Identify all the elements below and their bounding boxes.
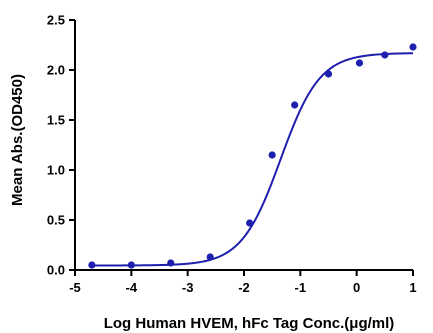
data-point — [291, 101, 299, 109]
data-point — [127, 261, 135, 269]
y-tick-label: 2.0 — [47, 63, 65, 78]
data-point — [268, 151, 276, 159]
y-tick-label: 1.0 — [47, 163, 65, 178]
data-point — [206, 253, 214, 261]
axes: 0.0 0.5 1.0 1.5 2.0 2.5 -5 -4 -3 -2 -1 0 1 — [47, 13, 417, 296]
y-tick-label: 0.5 — [47, 213, 65, 228]
x-tick-label: -1 — [295, 280, 307, 295]
fit-curve — [91, 52, 414, 267]
data-point — [167, 259, 175, 267]
y-tick-label: 1.5 — [47, 113, 65, 128]
y-axis-title: Mean Abs.(OD450) — [9, 74, 26, 206]
data-point — [88, 261, 96, 269]
x-tick-label: 0 — [353, 280, 360, 295]
data-point — [324, 70, 333, 78]
y-tick-label: 0.0 — [47, 263, 65, 278]
y-tick-label: 2.5 — [47, 13, 65, 28]
x-tick-label: -5 — [69, 280, 81, 295]
x-tick-label: -3 — [182, 280, 194, 295]
x-tick-label: 1 — [409, 280, 416, 295]
data-point — [409, 43, 417, 51]
x-axis-title: Log Human HVEM, hFc Tag Conc.(μg/ml) — [104, 315, 395, 332]
data-point — [246, 219, 254, 227]
x-tick-label: -2 — [238, 280, 250, 295]
data-points — [88, 43, 417, 269]
data-point — [355, 59, 364, 67]
x-tick-label: -4 — [126, 280, 138, 295]
data-point — [381, 51, 389, 59]
